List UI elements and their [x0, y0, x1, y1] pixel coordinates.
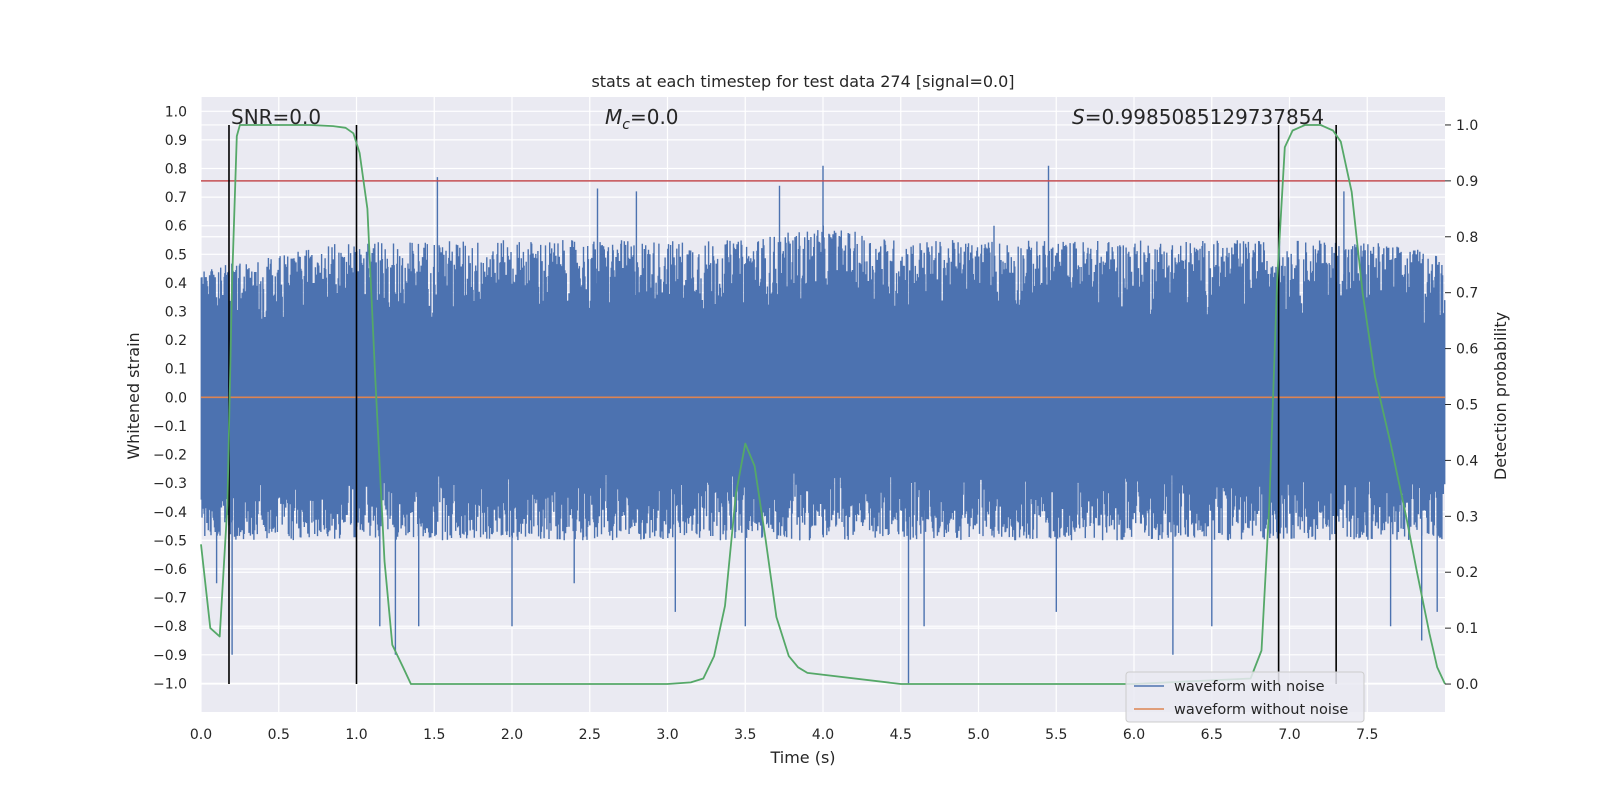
detection-probability-line [200, 124, 1446, 685]
y2-tick-label: 0.7 [1456, 286, 1478, 302]
x-tick-label: 5.0 [967, 727, 989, 743]
legend-label-noisy: waveform with noise [1174, 679, 1325, 695]
y-tick-label: −0.8 [153, 619, 187, 635]
y-tick-label: 0.3 [165, 305, 187, 321]
y2-tick-label: 0.2 [1456, 565, 1478, 581]
x-tick-label: 1.5 [423, 727, 445, 743]
y-tick-label: −0.5 [153, 533, 187, 549]
y2-tick-label: 0.9 [1456, 174, 1478, 190]
y2-tick-label: 0.5 [1456, 398, 1478, 414]
noisy-waveform-line [200, 165, 1446, 684]
x-tick-label: 6.0 [1123, 727, 1145, 743]
y2-tick-label: 0.4 [1456, 453, 1478, 469]
x-tick-label: 7.5 [1356, 727, 1378, 743]
x-tick-label: 4.0 [812, 727, 834, 743]
score-annotation: S=0.9985085129737854 [1072, 105, 1324, 129]
y-tick-label: −0.3 [153, 476, 187, 492]
noisy-waveform-series [200, 165, 1446, 684]
y2-tick-label: 0.0 [1456, 677, 1478, 693]
x-tick-label: 6.5 [1201, 727, 1223, 743]
y-tick-label: 0.0 [165, 390, 187, 406]
y-tick-label: −0.7 [153, 591, 187, 607]
x-tick-label: 3.0 [656, 727, 678, 743]
x-tick-label: 0.5 [268, 727, 290, 743]
y-tick-label: −0.2 [153, 448, 187, 464]
y2-tick-label: 0.8 [1456, 230, 1478, 246]
x-tick-label: 7.0 [1278, 727, 1300, 743]
y-tick-label: −1.0 [153, 676, 187, 692]
y-tick-label: 0.8 [165, 162, 187, 178]
y2-tick-label: 0.6 [1456, 342, 1478, 358]
legend-label-clean: waveform without noise [1174, 702, 1348, 718]
x-tick-label: 4.5 [890, 727, 912, 743]
axes: 0.0 0.5 1.0 1.5 2.0 2.5 3.0 3.5 4.0 4.5 5.0 5.5 6.0 6… [153, 97, 1478, 743]
y-tick-label: 0.4 [165, 276, 187, 292]
y-tick-label: 0.6 [165, 219, 187, 235]
chart-title: stats at each timestep for test data 274… [591, 72, 1014, 91]
legend-box [1125, 671, 1365, 723]
y-axis-ticks: 1.0 0.9 0.8 0.7 0.6 0.5 0.4 0.3 0.2 0.1 0.0 −0.1 −0.… [153, 104, 187, 692]
x-tick-label: 2.5 [579, 727, 601, 743]
y-tick-label: −0.1 [153, 419, 187, 435]
chirp-mass-subscript: c [622, 117, 630, 133]
snr-annotation: SNR=0.0 [231, 105, 321, 129]
y-tick-label: 0.1 [165, 362, 187, 378]
y-axis-label: Whitened strain [124, 332, 143, 459]
y-tick-label: 0.2 [165, 333, 187, 349]
y2-tick-label: 0.3 [1456, 509, 1478, 525]
y-tick-label: −0.9 [153, 648, 187, 664]
chirp-mass-value: =0.0 [630, 105, 679, 129]
score-symbol: S [1072, 105, 1085, 129]
score-value: =0.9985085129737854 [1085, 105, 1324, 129]
y-tick-label: 0.9 [165, 133, 187, 149]
y-tick-label: 0.5 [165, 247, 187, 263]
detection-probability-series [200, 124, 1446, 685]
x-tick-label: 3.5 [734, 727, 756, 743]
x-tick-label: 1.0 [345, 727, 367, 743]
y-tick-label: 0.7 [165, 190, 187, 206]
y2-axis-ticks: 1.0 0.9 0.8 0.7 0.6 0.5 0.4 0.3 0.2 0.1 0.0 [1445, 118, 1478, 693]
y2-tick-label: 1.0 [1456, 118, 1478, 134]
chirp-mass-symbol: M [605, 105, 622, 129]
x-tick-label: 2.0 [501, 727, 523, 743]
y2-tick-label: 0.1 [1456, 621, 1478, 637]
x-tick-label: 5.5 [1045, 727, 1067, 743]
legend: waveform with noise waveform without noi… [1125, 671, 1365, 723]
y-tick-label: 1.0 [165, 104, 187, 120]
chirp-mass-annotation: Mc=0.0 [605, 105, 679, 133]
y2-axis-label: Detection probability [1491, 312, 1510, 480]
x-tick-label: 0.0 [190, 727, 212, 743]
y-tick-label: −0.6 [153, 562, 187, 578]
x-axis-ticks: 0.0 0.5 1.0 1.5 2.0 2.5 3.0 3.5 4.0 4.5 5.0 5.5 6.0 6… [190, 727, 1379, 743]
x-axis-label: Time (s) [769, 748, 835, 767]
y-tick-label: −0.4 [153, 505, 187, 521]
